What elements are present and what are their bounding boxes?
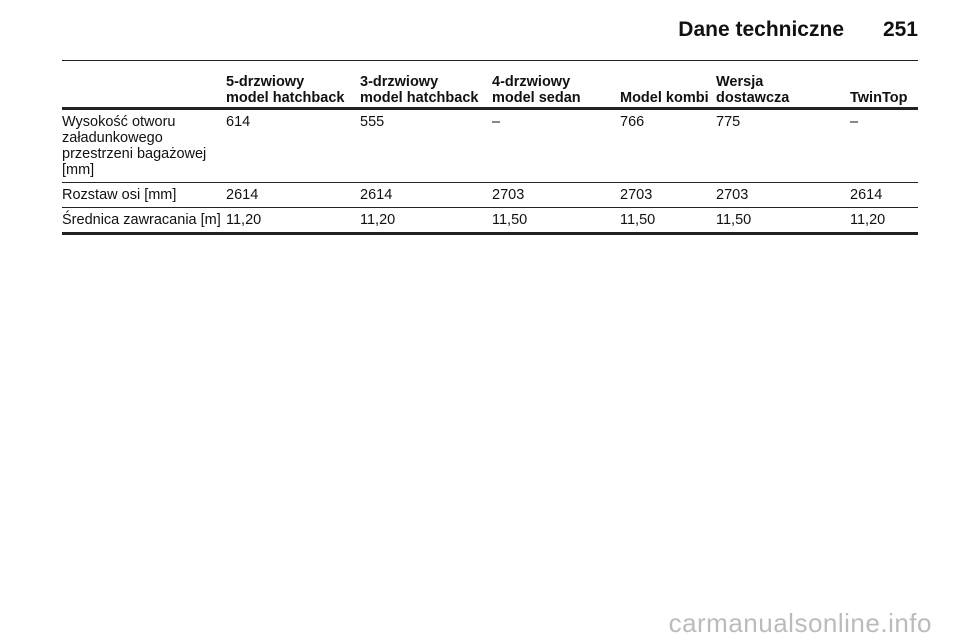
page-number: 251 xyxy=(882,18,918,41)
row-label: Wysokość otworu załadunkowego przestrzen… xyxy=(62,108,226,183)
cell: 2703 xyxy=(716,182,850,208)
cell: 11,20 xyxy=(360,207,492,235)
header-title: Dane techniczne xyxy=(678,18,844,41)
header-line: model hatchback xyxy=(226,90,345,106)
header-line: Model kombi xyxy=(620,90,709,106)
table-body: Wysokość otworu załadunkowego przestrzen… xyxy=(62,108,918,235)
cell: 11,20 xyxy=(850,207,918,235)
cell: 11,50 xyxy=(492,207,620,235)
cell: 775 xyxy=(716,108,850,183)
row-label: Średnica zawracania [m] xyxy=(62,207,226,235)
page-header: Dane techniczne 251 xyxy=(62,18,918,61)
header-line: Wersja xyxy=(716,74,764,90)
header-line: dostawcza xyxy=(716,90,790,106)
cell: – xyxy=(492,108,620,183)
cell: 555 xyxy=(360,108,492,183)
header-line: 5-drzwiowy xyxy=(226,74,305,90)
header-line: model hatchback xyxy=(360,90,479,106)
column-header: Wersja dostawcza xyxy=(716,62,850,110)
header-line: 3-drzwiowy xyxy=(360,74,439,90)
cell: 2614 xyxy=(226,182,360,208)
column-header: TwinTop xyxy=(850,62,918,110)
header-line: model sedan xyxy=(492,90,581,106)
cell: 11,20 xyxy=(226,207,360,235)
cell: 11,50 xyxy=(716,207,850,235)
cell: 2614 xyxy=(850,182,918,208)
column-header xyxy=(62,62,226,110)
cell: 766 xyxy=(620,108,716,183)
cell: – xyxy=(850,108,918,183)
header-line: 4-drzwiowy xyxy=(492,74,571,90)
cell: 2703 xyxy=(620,182,716,208)
cell: 2703 xyxy=(492,182,620,208)
column-header: 5-drzwiowy model hatchback xyxy=(226,62,360,110)
cell: 2614 xyxy=(360,182,492,208)
cell: 11,50 xyxy=(620,207,716,235)
header-row: 5-drzwiowy model hatchback 3-drzwiowy model… xyxy=(62,62,918,110)
spec-table: 5-drzwiowy model hatchback 3-drzwiowy model… xyxy=(62,62,918,235)
table-row: Wysokość otworu załadunkowego przestrzen… xyxy=(62,108,918,183)
header-line: TwinTop xyxy=(850,90,908,106)
column-header: 4-drzwiowy model sedan xyxy=(492,62,620,110)
table-row: Rozstaw osi [mm] 2614 2614 2703 2703 2703 2614 xyxy=(62,182,918,208)
column-header: 3-drzwiowy model hatchback xyxy=(360,62,492,110)
row-label: Rozstaw osi [mm] xyxy=(62,182,226,208)
table-row: Średnica zawracania [m] 11,20 11,20 11,50 11… xyxy=(62,207,918,235)
cell: 614 xyxy=(226,108,360,183)
watermark: carmanualsonline.info xyxy=(668,608,932,638)
column-header: Model kombi xyxy=(620,62,716,110)
